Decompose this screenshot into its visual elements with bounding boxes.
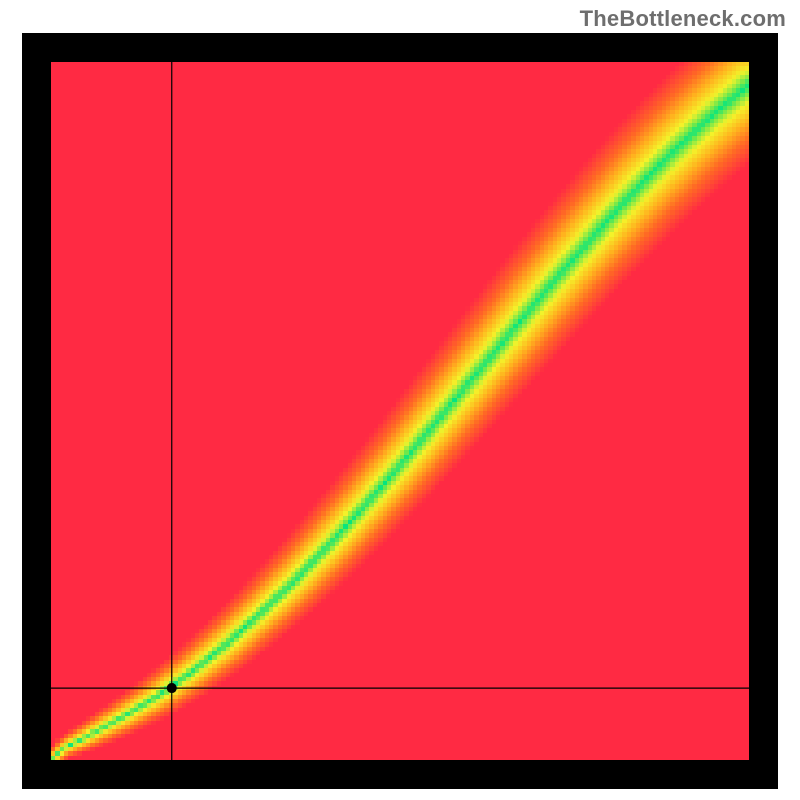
chart-container: TheBottleneck.com [0, 0, 800, 800]
heatmap-plot [0, 0, 800, 800]
watermark-label: TheBottleneck.com [580, 6, 786, 32]
